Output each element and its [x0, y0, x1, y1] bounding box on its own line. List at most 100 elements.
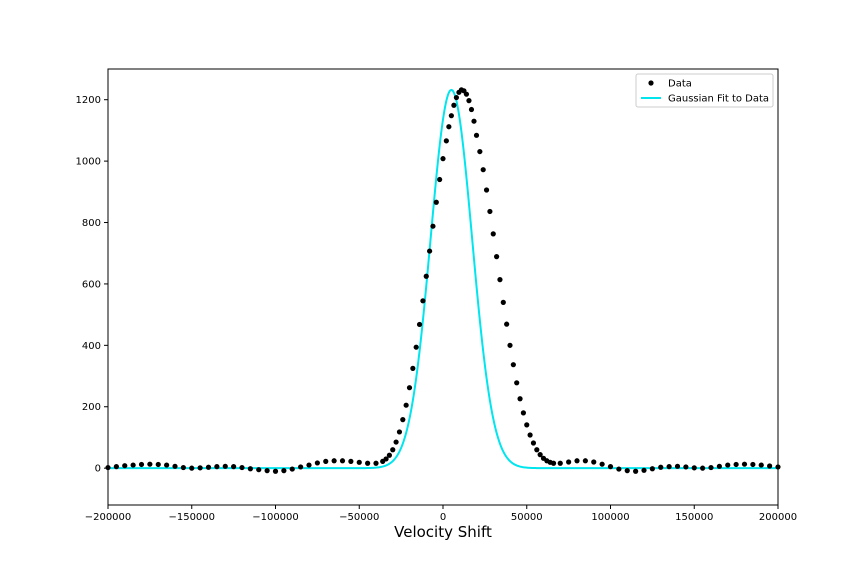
data-point: [430, 223, 436, 229]
data-point: [683, 464, 689, 470]
data-point: [524, 422, 530, 428]
data-point: [247, 466, 253, 472]
data-point: [473, 132, 480, 138]
data-point: [180, 464, 186, 471]
data-point: [130, 462, 136, 468]
data-point: [406, 385, 413, 391]
y-tick-label: 1000: [76, 157, 101, 168]
data-point: [383, 456, 389, 462]
data-point: [514, 380, 520, 386]
y-tick-label: 600: [82, 279, 101, 290]
legend: Data Gaussian Fit to Data: [635, 73, 774, 108]
x-tick-label: −150000: [168, 512, 215, 523]
data-point: [537, 452, 543, 458]
data-point: [741, 461, 748, 467]
data-point: [356, 459, 362, 465]
plot-area: [105, 87, 781, 474]
data-point: [214, 464, 220, 470]
y-tick-label: 800: [82, 218, 101, 229]
data-point: [700, 465, 706, 471]
data-point: [427, 248, 433, 254]
data-point: [413, 344, 419, 350]
data-point: [674, 463, 681, 469]
data-point: [443, 138, 449, 144]
data-point: [437, 176, 443, 183]
data-point: [239, 464, 245, 471]
data-point: [616, 466, 622, 472]
x-tick-label: 150000: [675, 512, 713, 523]
data-point: [416, 321, 423, 328]
data-point: [448, 113, 454, 119]
data-point: [607, 464, 614, 470]
data-point: [517, 396, 523, 402]
data-point: [147, 461, 153, 467]
x-axis-title: Velocity Shift: [394, 523, 492, 541]
data-point: [396, 429, 403, 435]
data-point: [480, 167, 486, 173]
data-point: [649, 466, 655, 472]
y-tick-label: 0: [95, 464, 101, 475]
data-point: [339, 458, 346, 464]
y-tick-label: 200: [82, 402, 101, 413]
data-point: [264, 468, 270, 474]
data-point: [582, 458, 588, 464]
data-point: [463, 91, 470, 97]
x-tick-label: 50000: [511, 512, 543, 523]
data-point: [624, 468, 630, 474]
data-point: [557, 460, 563, 466]
data-point: [205, 464, 212, 470]
data-point: [400, 417, 406, 423]
data-point: [433, 199, 439, 205]
data-point: [155, 461, 161, 468]
data-point: [534, 447, 540, 453]
data-point: [666, 464, 672, 470]
data-point: [550, 460, 557, 466]
data-point: [716, 463, 722, 469]
data-point: [530, 440, 537, 446]
x-tick-label: −50000: [339, 512, 379, 523]
data-point: [256, 467, 262, 473]
data-point: [403, 402, 409, 408]
data-point: [466, 98, 472, 104]
data-point: [471, 118, 477, 124]
legend-fit-label: Gaussian Fit to Data: [668, 94, 769, 105]
data-point: [410, 365, 416, 371]
legend-data-marker: [648, 80, 654, 86]
data-point: [767, 463, 773, 469]
data-point: [348, 458, 354, 464]
data-point: [691, 465, 697, 471]
data-point: [113, 464, 119, 470]
data-point: [164, 462, 170, 468]
data-point: [386, 452, 392, 458]
data-point: [599, 461, 605, 467]
data-point: [494, 254, 500, 260]
data-point: [500, 299, 506, 305]
data-point: [393, 439, 399, 445]
x-tick-label: 0: [440, 512, 446, 523]
data-point: [138, 461, 145, 468]
data-point: [222, 463, 228, 469]
data-point: [497, 277, 503, 283]
data-point: [281, 468, 287, 474]
data-point: [708, 464, 714, 471]
data-point: [641, 467, 647, 473]
data-point: [566, 459, 572, 465]
data-point: [527, 432, 533, 438]
data-point: [172, 463, 178, 469]
data-point: [323, 458, 329, 464]
data-point: [423, 273, 429, 279]
x-tick-label: −100000: [252, 512, 299, 523]
data-point: [468, 106, 475, 113]
data-point: [231, 464, 237, 470]
data-point: [420, 298, 426, 304]
data-point: [725, 462, 731, 468]
x-tick-label: −200000: [85, 512, 132, 523]
x-tick-label: 200000: [759, 512, 797, 523]
data-point: [504, 321, 510, 327]
data-point: [510, 362, 516, 368]
data-point: [373, 460, 379, 466]
data-point: [758, 462, 764, 468]
data-point: [197, 465, 203, 471]
data-point: [331, 458, 337, 464]
